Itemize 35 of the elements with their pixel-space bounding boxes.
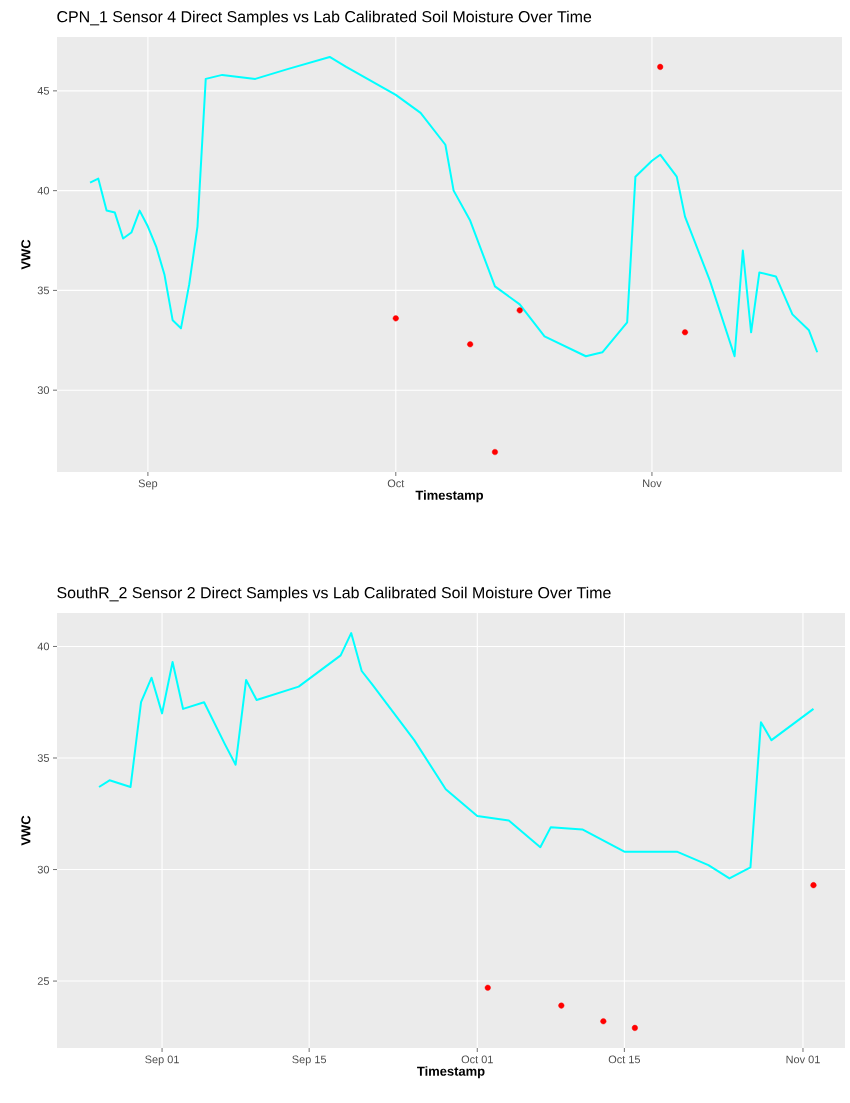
y-tick-label: 25	[37, 977, 50, 985]
y-axis-title: VWC	[21, 815, 31, 846]
line-series	[98, 632, 815, 880]
y-tick-label: 30	[37, 386, 50, 395]
x-tick-label: Nov	[643, 479, 662, 488]
point	[600, 1018, 607, 1025]
point	[467, 341, 474, 348]
x-axis-title: Timestamp	[417, 1066, 485, 1079]
y-tick-label: 40	[37, 642, 50, 651]
x-axis-title: Timestamp	[415, 490, 484, 503]
y-axis-title: VWC	[21, 239, 31, 270]
y-tick-label: 35	[37, 286, 50, 295]
point	[558, 1002, 565, 1009]
point	[682, 329, 688, 336]
point	[810, 882, 817, 889]
x-tick-label: Sep 01	[145, 1055, 179, 1066]
y-tick-label: 45	[37, 87, 50, 95]
point	[631, 1024, 638, 1031]
y-tick-label: 35	[37, 754, 50, 762]
y-tick-label: 40	[37, 186, 50, 195]
x-tick-label: Sep	[138, 479, 158, 490]
x-tick-label: Oct	[387, 479, 405, 488]
point	[516, 307, 523, 314]
x-tick-label: Nov 01	[786, 1055, 820, 1064]
point	[657, 63, 664, 70]
x-tick-label: Oct 15	[608, 1055, 641, 1064]
chart-title: SouthR_2 Sensor 2 Direct Samples vs Lab Calibrated Soil Moisture Over Time	[57, 586, 611, 602]
chart-title: CPN_1 Sensor 4 Direct Samples vs Lab Calibrated Soil Moisture Over Time	[57, 10, 592, 26]
point	[392, 315, 399, 322]
y-tick-label: 30	[37, 865, 50, 874]
x-tick-label: Oct 01	[461, 1055, 493, 1064]
line-series	[89, 55, 819, 358]
x-tick-label: Sep 15	[292, 1055, 327, 1066]
point	[491, 449, 498, 456]
point	[484, 984, 491, 991]
